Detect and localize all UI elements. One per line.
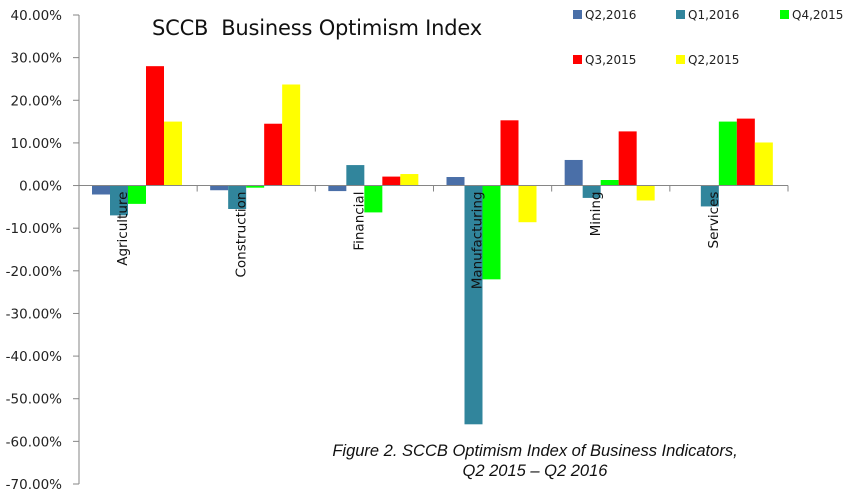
bar-financial-q3-2015 [382, 176, 401, 186]
category-label-financial: Financial [351, 192, 367, 251]
bar-construction-q4-2015 [246, 185, 265, 188]
bar-financial-q4-2015 [364, 185, 383, 213]
legend-swatch-q3-2015 [573, 55, 582, 64]
bar-manufacturing-q1-2016 [464, 185, 483, 425]
y-tick-label: -50.00% [6, 392, 63, 408]
bar-agriculture-q4-2015 [128, 185, 146, 204]
legend-label-q1-2016: Q1,2016 [688, 8, 739, 22]
legend-label-q4-2015: Q4,2015 [792, 8, 843, 22]
bar-construction-q3-2015 [264, 123, 283, 186]
bar-financial-q1-2016 [346, 165, 365, 186]
y-tick-label: 40.00% [11, 8, 63, 24]
bar-agriculture-q2-2016 [92, 185, 110, 195]
legend-swatch-q1-2016 [676, 10, 685, 19]
bar-financial-q2-2016 [328, 185, 347, 192]
bar-mining-q2-2016 [564, 159, 583, 186]
category-label-services: Services [706, 192, 722, 249]
y-tick-label: 30.00% [11, 51, 63, 67]
y-tick-label: 10.00% [11, 136, 63, 152]
bar-financial-q2-2015 [400, 174, 419, 186]
legend-label-q2-2015: Q2,2015 [688, 53, 739, 67]
bar-manufacturing-q3-2015 [500, 120, 519, 186]
bar-manufacturing-q2-2016 [446, 177, 465, 186]
y-tick-label: -70.00% [6, 477, 63, 493]
category-label-mining: Mining [588, 192, 604, 237]
category-label-construction: Construction [233, 192, 249, 278]
legend-swatch-q2-2015 [676, 55, 685, 64]
bar-construction-q1-2016 [228, 185, 247, 209]
bar-mining-q4-2015 [600, 180, 619, 186]
caption-line-1: Figure 2. SCCB Optimism Index of Busines… [332, 442, 738, 460]
bar-manufacturing-q4-2015 [482, 185, 501, 280]
caption-line-2: Q2 2015 – Q2 2016 [462, 462, 608, 480]
bar-services-q4-2015 [718, 121, 737, 186]
figure-caption: Figure 2. SCCB Optimism Index of Busines… [290, 441, 780, 481]
y-tick-label: -60.00% [6, 434, 63, 450]
bar-agriculture-q2-2015 [164, 121, 182, 186]
bar-manufacturing-q2-2015 [518, 185, 537, 223]
bar-agriculture-q1-2016 [110, 185, 128, 216]
legend-swatch-q2-2016 [573, 10, 582, 19]
legend-swatch-q4-2015 [780, 10, 789, 19]
bar-services-q2-2015 [754, 142, 773, 186]
category-label-agriculture: Agriculture [115, 192, 131, 266]
y-tick-label: -10.00% [6, 221, 63, 237]
bar-services-q3-2015 [736, 118, 755, 186]
category-label-manufacturing: Manufacturing [470, 192, 486, 290]
legend: Q2,2016 Q1,2016 Q4,2015 Q3,2015 Q2,2015 [573, 8, 843, 67]
chart-title: SCCB Business Optimism Index [152, 16, 482, 40]
y-tick-label: 20.00% [11, 93, 63, 109]
legend-label-q2-2016: Q2,2016 [585, 8, 636, 22]
y-tick-label: 0.00% [19, 179, 62, 195]
y-tick-label: -20.00% [6, 264, 63, 280]
bar-construction-q2-2016 [210, 185, 229, 191]
bar-mining-q1-2016 [582, 185, 601, 198]
category-labels: Agriculture Construction Financial Manufact… [115, 192, 722, 290]
axes-layer: 40.00% 30.00% 20.00% 10.00% 0.00% -10.00% -20.… [6, 8, 789, 493]
bars-layer [92, 66, 773, 425]
bar-mining-q2-2015 [636, 185, 655, 201]
bar-services-q1-2016 [700, 185, 719, 207]
bar-mining-q3-2015 [618, 131, 637, 186]
legend-label-q3-2015: Q3,2015 [585, 53, 636, 67]
y-tick-label: -40.00% [6, 349, 63, 365]
bar-agriculture-q3-2015 [146, 66, 164, 186]
y-tick-label: -30.00% [6, 306, 63, 322]
bar-construction-q2-2015 [282, 84, 301, 186]
